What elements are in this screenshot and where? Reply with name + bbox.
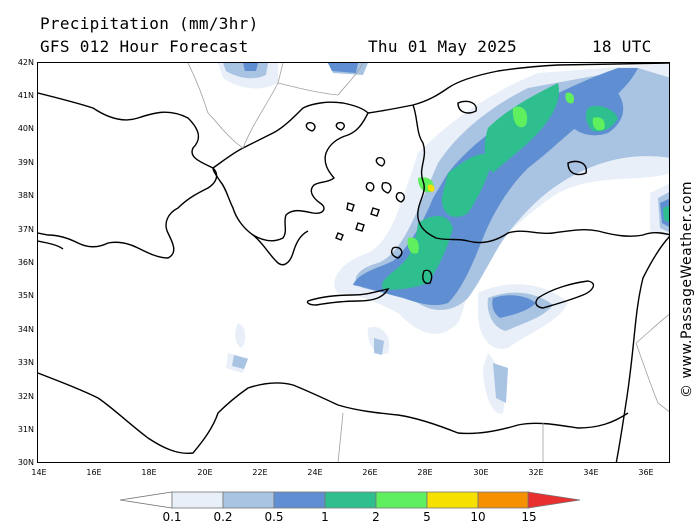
- coastline-layer: [38, 63, 669, 462]
- lat-tick: 33N: [17, 358, 34, 367]
- colorbar-label: 15: [521, 510, 537, 524]
- lat-tick: 35N: [17, 291, 34, 300]
- lon-tick: 34E: [583, 468, 599, 477]
- precipitation-layer: [218, 63, 669, 414]
- lon-tick: 22E: [252, 468, 268, 477]
- lat-tick: 40N: [17, 124, 34, 133]
- colorbar-cell: [273, 491, 326, 509]
- colorbar-cell: [222, 491, 275, 509]
- lat-tick: 37N: [17, 225, 34, 234]
- colorbar-label: 2: [372, 510, 380, 524]
- lat-tick: 34N: [17, 325, 34, 334]
- lat-tick: 42N: [17, 58, 34, 67]
- forecast-time: 18 UTC: [592, 37, 652, 56]
- lon-tick: 20E: [197, 468, 213, 477]
- lat-tick: 31N: [17, 425, 34, 434]
- map-subtitle: GFS 012 Hour Forecast: [40, 37, 249, 56]
- lon-tick: 14E: [31, 468, 47, 477]
- lat-tick: 41N: [17, 91, 34, 100]
- lon-tick: 18E: [141, 468, 157, 477]
- colorbar-cell: [324, 491, 377, 509]
- lon-tick: 26E: [362, 468, 378, 477]
- colorbar-label: 5: [423, 510, 431, 524]
- colorbar-label: 0.1: [162, 510, 182, 524]
- colorbar-label: 1: [321, 510, 329, 524]
- lat-tick: 39N: [17, 158, 34, 167]
- lon-tick: 32E: [528, 468, 544, 477]
- colorbar: [119, 491, 581, 509]
- lat-tick: 36N: [17, 258, 34, 267]
- colorbar-cell: [375, 491, 428, 509]
- precipitation-map: [37, 62, 670, 463]
- colorbar-label: 0.5: [264, 510, 284, 524]
- lat-tick: 32N: [17, 392, 34, 401]
- lat-tick: 30N: [17, 458, 34, 467]
- lon-tick: 16E: [86, 468, 102, 477]
- colorbar-label: 0.2: [213, 510, 233, 524]
- colorbar-cell: [477, 491, 530, 509]
- border-layer: [187, 63, 669, 462]
- credit-watermark: © www.PassageWeather.com: [679, 180, 695, 398]
- colorbar-cell: [171, 491, 224, 509]
- lon-tick: 28E: [417, 468, 433, 477]
- colorbar-label: 10: [470, 510, 486, 524]
- colorbar-high-arrow: [527, 491, 581, 509]
- lat-tick: 38N: [17, 191, 34, 200]
- lon-tick: 30E: [473, 468, 489, 477]
- map-title: Precipitation (mm/3hr): [40, 14, 259, 33]
- map-canvas: [38, 63, 669, 462]
- colorbar-low-arrow: [119, 491, 173, 509]
- forecast-date: Thu 01 May 2025: [368, 37, 517, 56]
- lon-tick: 36E: [638, 468, 654, 477]
- lon-tick: 24E: [307, 468, 323, 477]
- colorbar-cell: [426, 491, 479, 509]
